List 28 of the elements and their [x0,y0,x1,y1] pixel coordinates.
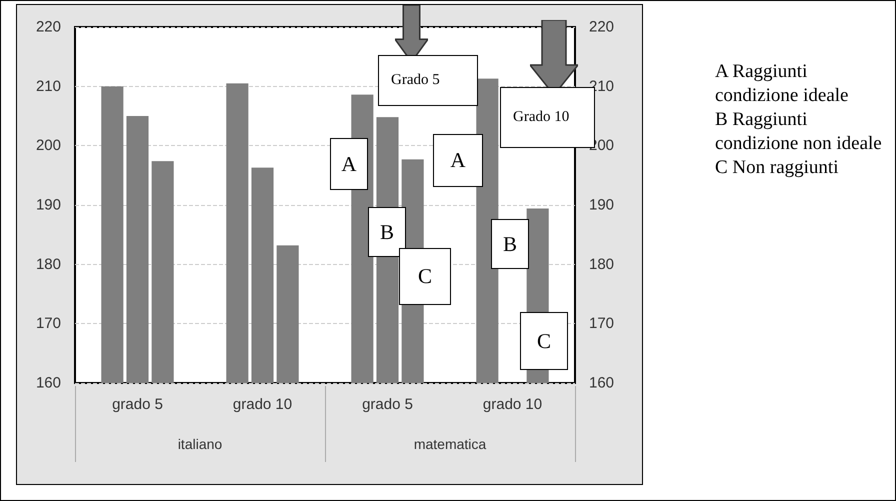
y-tick-label: 210 [36,78,61,95]
x-tick-label: grado 5 [112,396,163,413]
y2-tick-label: 190 [589,196,614,214]
text-box: Grado 5 [378,55,478,106]
text-box: A [433,134,483,187]
x-tick-label: grado 5 [362,396,413,413]
text: matematica [414,436,486,452]
text-box: C [520,312,568,370]
y2-tick-label: 160 [589,374,614,392]
text-box: B [368,207,406,257]
text-box: C [399,248,451,305]
y-tick-label: 200 [36,137,61,154]
text: A Raggiunti condizione ideale [715,60,850,108]
y2-tick-label: 180 [589,256,614,273]
y-tick-label: 220 [36,18,61,36]
y-tick-label: 190 [36,196,61,214]
x-tick-label: grado 10 [232,396,292,413]
text: B Raggiunti condizione non ideale [715,108,883,156]
text-box: B [491,219,529,269]
y2-tick-label: 170 [589,315,614,332]
text: C Non raggiunti [715,156,840,180]
y-tick-label: 180 [36,256,61,273]
y-tick-label: 160 [36,374,61,392]
y-tick-label: 170 [36,315,61,332]
text: italiano [178,436,222,452]
text-box: A [330,138,368,190]
y2-tick-label: 220 [589,18,614,36]
x-tick-label: grado 10 [482,396,542,413]
